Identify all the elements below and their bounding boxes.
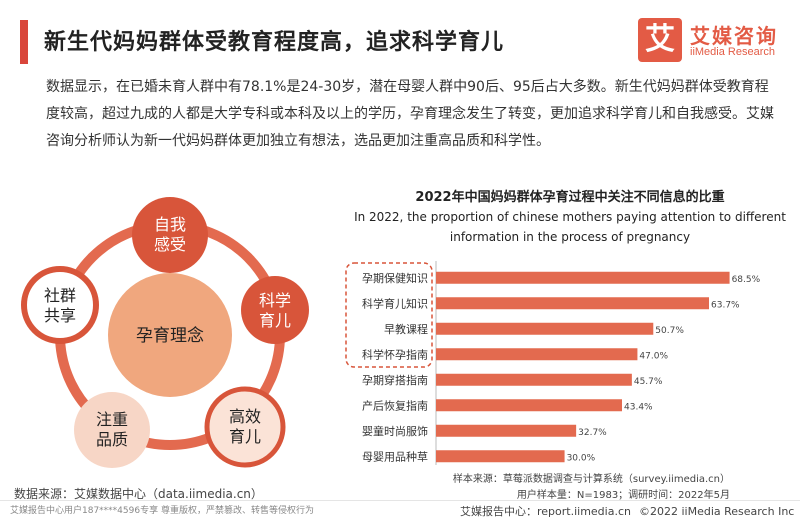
node-label-line1: 高效	[229, 407, 261, 426]
category-label: 母婴用品种草	[362, 449, 428, 463]
sample-info: 用户样本量：N=1983；调研时间：2022年5月	[516, 490, 730, 501]
bar	[436, 348, 638, 361]
cycle-node-self: 自我 感受	[132, 197, 208, 273]
category-label: 科学怀孕指南	[362, 347, 428, 361]
footer-site-info: 艾媒报告中心：report.iimedia.cn ©2022 iiMedia Re…	[460, 503, 794, 519]
center-label: 孕育理念	[136, 325, 204, 346]
chart-subtitle-line2: information in the process of pregnancy	[449, 230, 691, 244]
iimedia-logo: 艾 艾媒咨询 iiMedia Research	[638, 16, 788, 66]
footer-site: 艾媒报告中心：report.iimedia.cn	[460, 505, 631, 518]
value-label: 32.7%	[578, 428, 607, 438]
cycle-node-science: 科学 育儿	[241, 276, 309, 344]
footer-copy: ©2022 iiMedia Research Inc	[638, 505, 795, 518]
cycle-node-efficient: 高效 育儿	[204, 386, 286, 468]
logo-text-en: iiMedia Research	[690, 46, 775, 58]
summary-paragraph: 数据显示，在已婚未育人群中有78.1%是24-30岁，潜在母婴人群中90后、95…	[46, 79, 774, 149]
footer-divider	[0, 500, 800, 501]
footer-copyright-notice: 艾媒报告中心用户187****4596专享 尊重版权，严禁篡改、转售等侵权行为	[10, 506, 314, 516]
category-label: 孕期穿搭指南	[362, 373, 428, 387]
data-source: 数据来源：艾媒数据中心（data.iimedia.cn）	[14, 487, 263, 501]
node-label-line1: 社群	[44, 286, 76, 305]
logo-text-cn: 艾媒咨询	[690, 24, 778, 48]
value-label: 43.4%	[624, 402, 653, 412]
value-label: 47.0%	[639, 351, 668, 361]
node-label-line1: 注重	[96, 410, 128, 429]
category-label: 孕期保健知识	[362, 271, 428, 285]
bar	[436, 373, 632, 386]
logo-mark-icon: 艾	[638, 18, 682, 62]
cycle-node-quality: 注重 品质	[74, 392, 150, 468]
value-label: 68.5%	[732, 275, 761, 285]
bar	[436, 297, 709, 310]
category-label: 产后恢复指南	[362, 398, 428, 412]
bar	[436, 450, 565, 463]
value-label: 50.7%	[655, 326, 684, 336]
bar	[436, 399, 622, 412]
chart-title: 2022年中国妈妈群体孕育过程中关注不同信息的比重	[415, 190, 725, 205]
node-label-line1: 科学	[259, 291, 291, 310]
highlight-box	[345, 262, 433, 368]
title-accent-bar	[20, 20, 28, 64]
node-label-line2: 育儿	[229, 427, 261, 446]
page-title: 新生代妈妈群体受教育程度高，追求科学育儿	[44, 30, 505, 55]
bar	[436, 271, 730, 284]
category-label: 科学育儿知识	[362, 296, 428, 310]
chart-subtitle-line1: In 2022, the proportion of chinese mothe…	[354, 210, 786, 224]
node-label-line2: 共享	[44, 306, 76, 325]
parenting-concept-diagram: 孕育理念 自我 感受 科学 育儿 高效 育儿 注重 品质 社群 共享	[21, 197, 309, 468]
node-label-line2: 感受	[154, 235, 186, 254]
sample-source: 样本来源：草莓派数据调查与计算系统（survey.iimedia.cn）	[452, 474, 730, 485]
node-label-line2: 育儿	[259, 311, 291, 330]
node-label-line1: 自我	[154, 215, 186, 234]
value-label: 63.7%	[711, 300, 740, 310]
chart-subtitle: In 2022, the proportion of chinese mothe…	[340, 207, 800, 247]
cycle-node-community: 社群 共享	[21, 266, 99, 344]
value-label: 30.0%	[567, 453, 596, 463]
category-label: 婴童时尚服饰	[362, 424, 428, 438]
center-circle	[108, 273, 232, 397]
value-label: 45.7%	[634, 377, 663, 387]
bar	[436, 424, 577, 437]
category-label: 早教课程	[384, 323, 428, 336]
bar	[436, 322, 654, 335]
node-label-line2: 品质	[96, 430, 128, 449]
attention-bar-chart: 孕期保健知识 68.5% 科学育儿知识 63.7% 早教课程 50.7% 科学怀孕指南 47.…	[345, 261, 761, 465]
